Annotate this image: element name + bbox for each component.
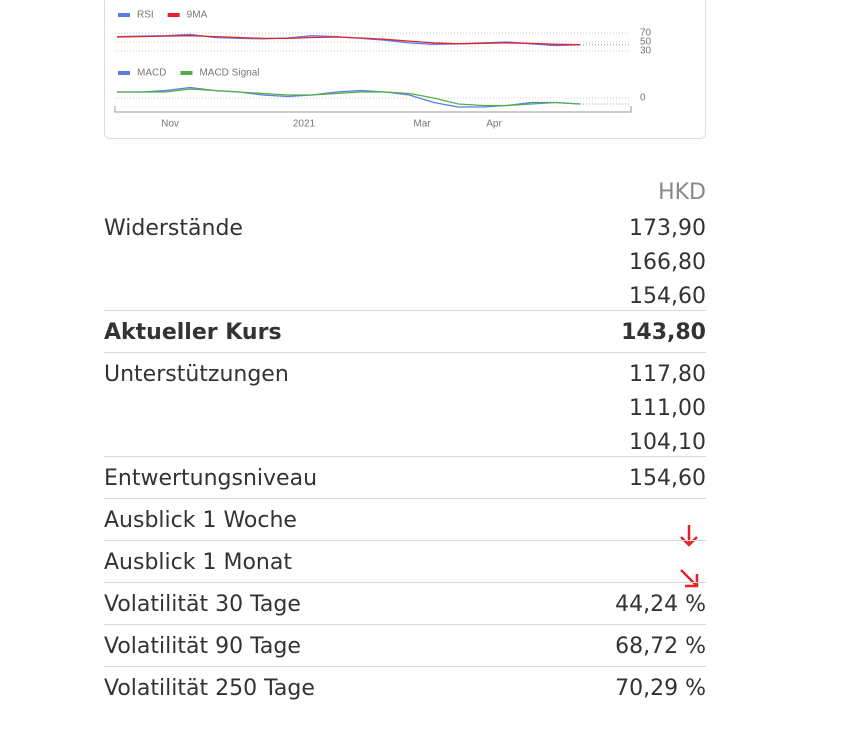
legend-label: MACD [137,68,166,79]
legend-swatch [118,13,130,17]
legend-swatch [180,71,193,75]
y-tick-label: 50 [640,37,652,48]
row-value: 68,72 % [615,634,706,659]
row-divider [104,456,706,457]
row-value: 166,80 [629,250,706,275]
row-value: 117,80 [629,362,706,387]
x-tick-label: Mar [413,119,431,130]
row-label: Unterstützungen [104,362,289,387]
y-tick-label: 30 [640,46,652,57]
row-value: 44,24 % [615,592,706,617]
currency: HKD [658,180,706,205]
row-divider [104,666,706,667]
x-axis [114,106,632,113]
row-label: Volatilität 250 Tage [104,676,315,701]
row-label: Volatilität 90 Tage [104,634,301,659]
legend-label: RSI [137,10,154,21]
row-label: Volatilität 30 Tage [104,592,301,617]
row-value: 104,10 [629,430,706,455]
series-line [117,88,581,107]
chart-frame [104,0,706,139]
series-line [116,35,581,46]
y-tick-label: 70 [640,28,652,39]
x-tick-label: 2021 [293,119,316,130]
legend-label: 9MA [187,10,208,21]
row-divider [104,540,706,541]
row-value: 70,29 % [615,676,706,701]
legend-label: MACD Signal [199,68,259,79]
legend-swatch [118,71,130,75]
legend-swatch [167,13,180,17]
outlook-week-arrow [680,525,698,547]
row-divider [104,582,706,583]
row-value: 154,60 [629,284,706,309]
row-divider [104,352,706,353]
row-value: 173,90 [629,216,706,241]
row-divider [104,310,706,311]
row-label: Widerstände [104,216,243,241]
row-label: Ausblick 1 Monat [104,550,292,575]
outlook-month-arrow [680,569,699,588]
row-label: Entwertungsniveau [104,466,318,491]
row-label: Aktueller Kurs [104,320,282,345]
row-value: 143,80 [621,320,706,345]
row-label: Ausblick 1 Woche [104,508,297,533]
row-divider [104,498,706,499]
y-tick-label: 0 [640,93,646,104]
x-tick-label: Nov [161,119,179,130]
x-tick-label: Apr [486,119,502,130]
row-divider [104,624,706,625]
row-value: 111,00 [629,396,706,421]
row-value: 154,60 [629,466,706,491]
